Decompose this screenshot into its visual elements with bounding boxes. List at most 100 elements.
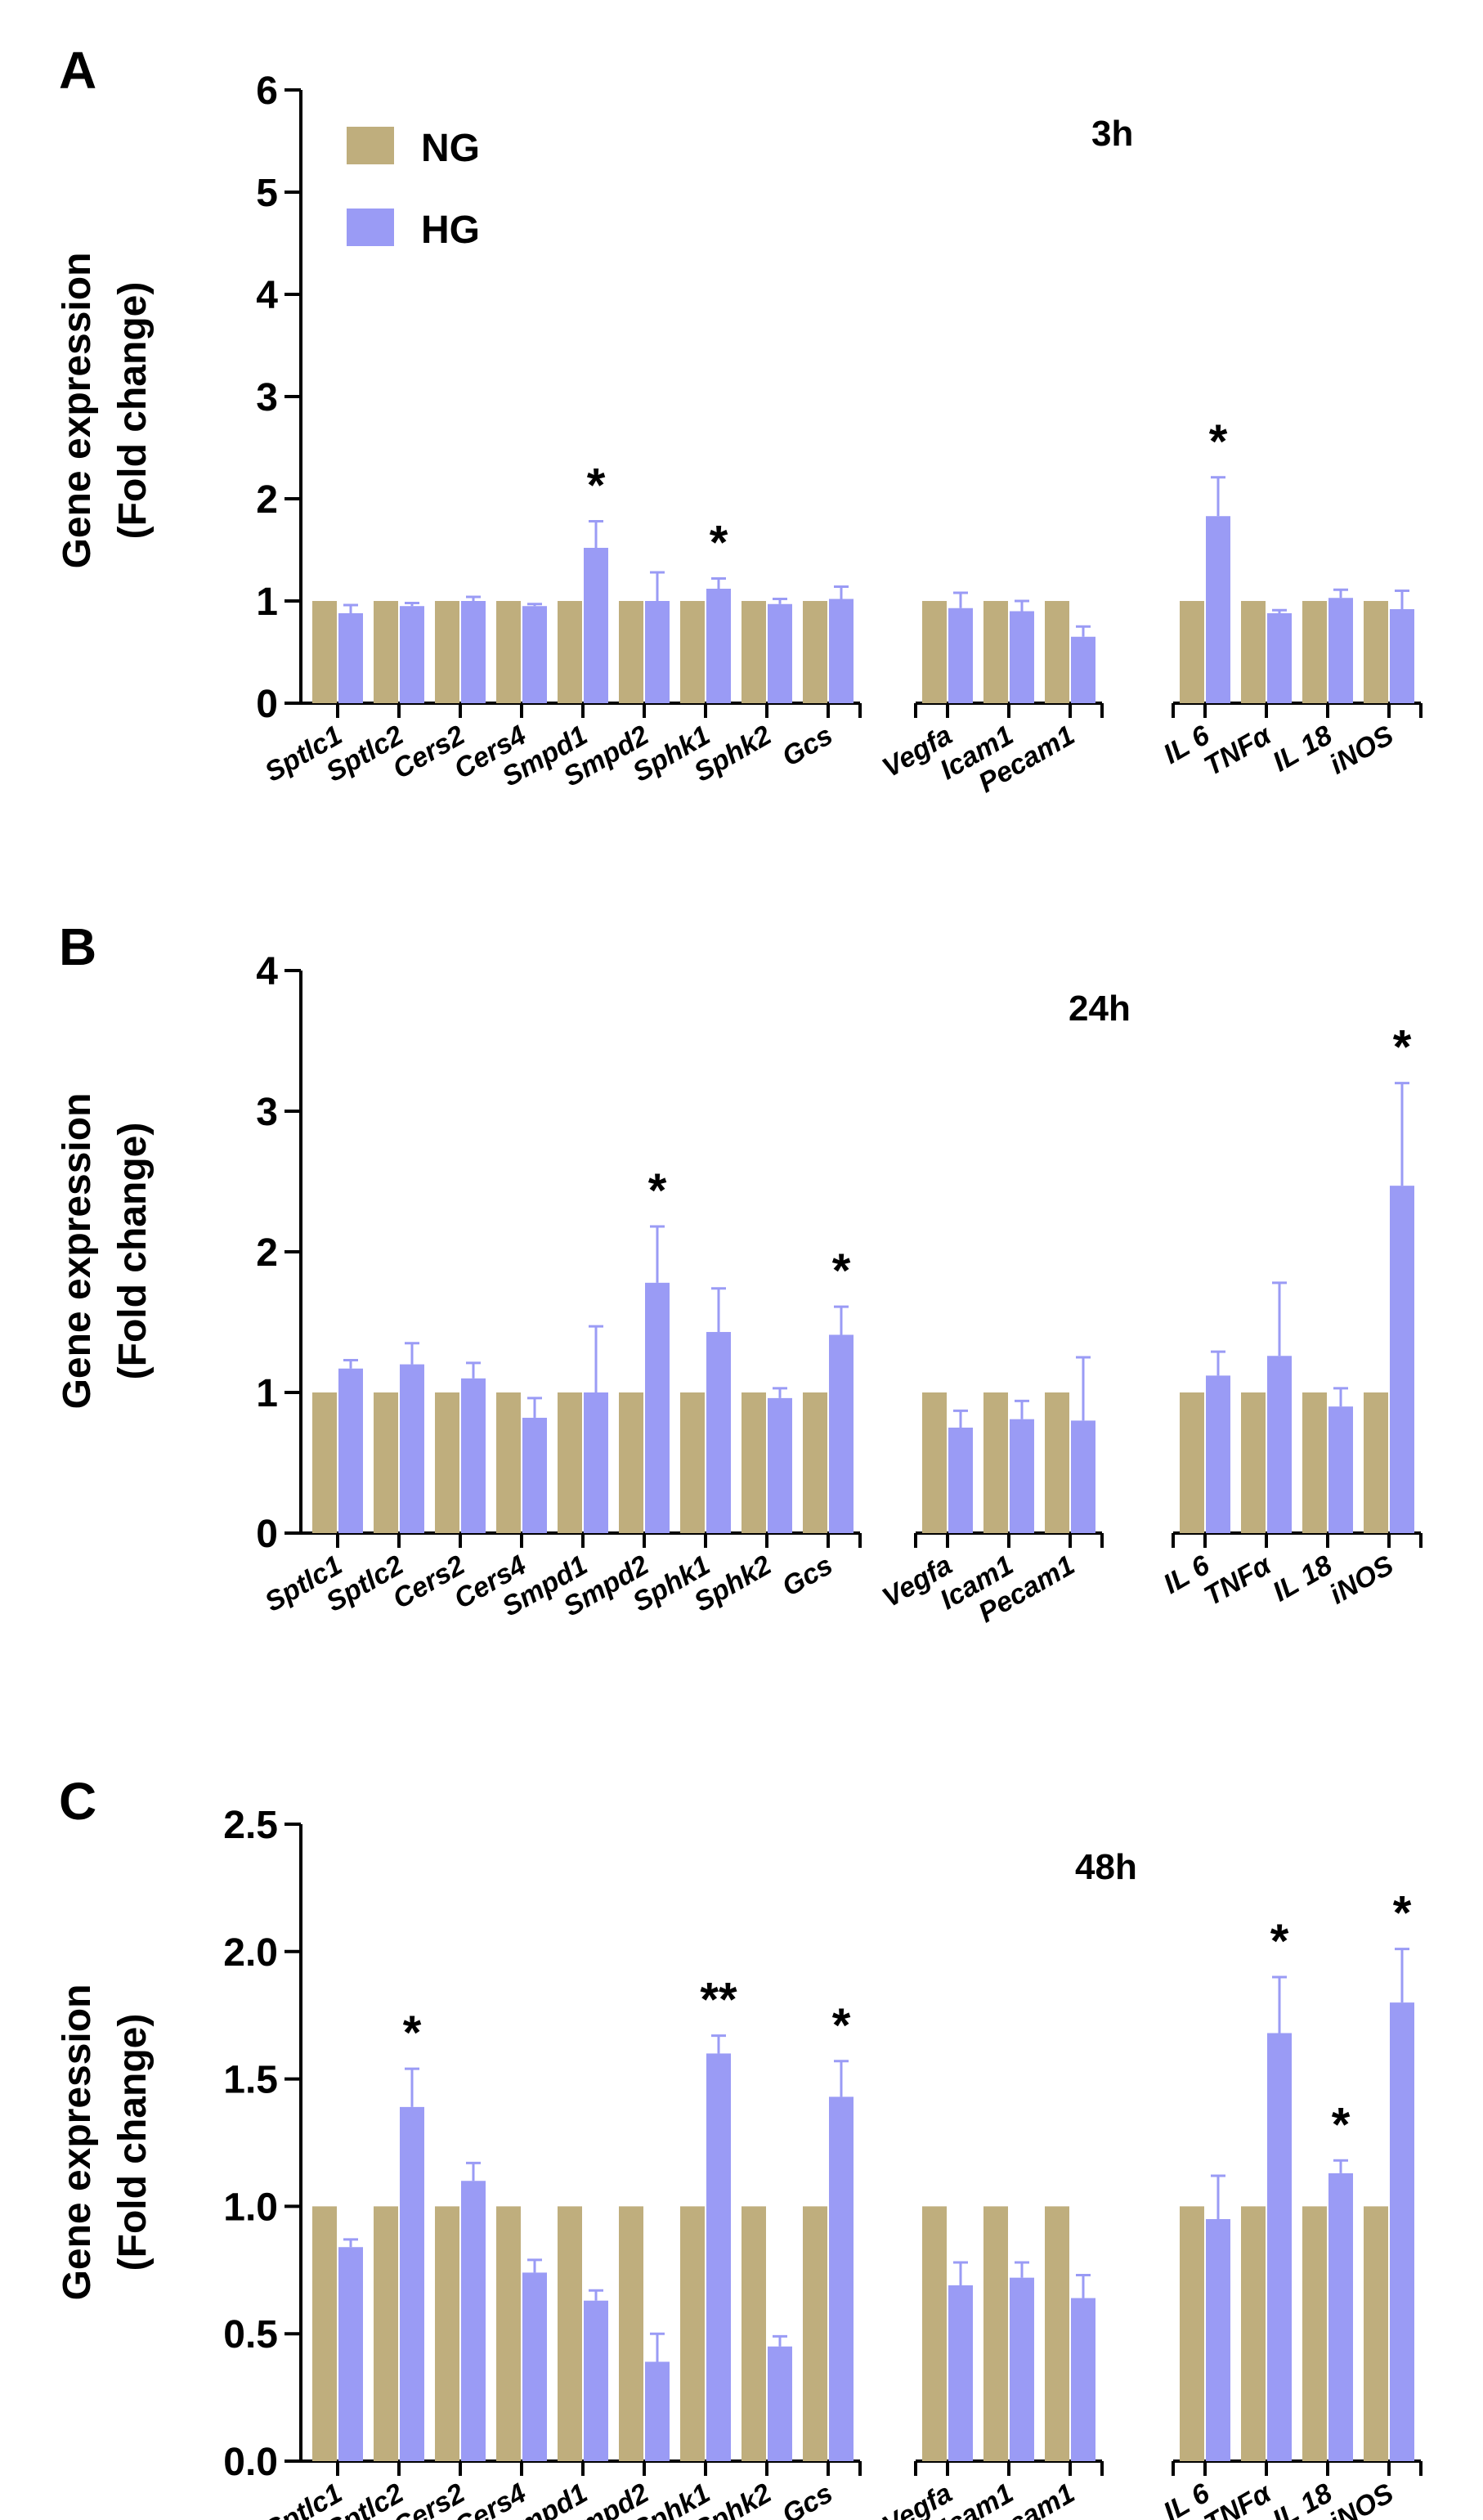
- bar-hg: [1390, 609, 1414, 703]
- x-tick-label: IL 18: [1267, 720, 1337, 778]
- bar-ng: [619, 601, 643, 703]
- significance-marker: *: [1332, 2098, 1351, 2151]
- bar-hg: [706, 2053, 731, 2461]
- bar-hg: [1267, 613, 1292, 703]
- bar-ng: [803, 2206, 827, 2461]
- bar-ng: [680, 2206, 705, 2461]
- bar-ng: [435, 1392, 459, 1533]
- significance-marker: *: [1393, 1887, 1412, 1940]
- significance-marker: **: [700, 1974, 737, 2027]
- bar-ng: [558, 2206, 582, 2461]
- bar-ng: [374, 1392, 398, 1533]
- y-axis-label-line2: (Fold change): [111, 2014, 155, 2271]
- bar-hg: [1071, 636, 1095, 703]
- bar-ng: [1302, 601, 1327, 703]
- bar-ng: [312, 2206, 337, 2461]
- bar-ng: [619, 2206, 643, 2461]
- y-tick-label: 2.0: [223, 1931, 278, 1975]
- panel-c: C 48h Gene expression (Fold change) 0.0 0…: [56, 1772, 1423, 2520]
- y-tick-label: 0: [256, 683, 278, 726]
- bar-ng: [558, 1392, 582, 1533]
- bar-hg: [645, 2361, 670, 2461]
- legend-label-ng: NG: [421, 127, 480, 170]
- y-tick-label: 4: [256, 950, 278, 993]
- significance-marker: *: [403, 2007, 422, 2060]
- bar-hg: [1071, 2298, 1095, 2461]
- bar-hg: [706, 589, 731, 703]
- bar-hg: [948, 608, 973, 703]
- y-axis-label-line1: Gene expression: [56, 253, 99, 569]
- bar-ng: [496, 1392, 521, 1533]
- y-tick-label: 1: [256, 1372, 278, 1415]
- bar-hg: [1328, 2172, 1353, 2461]
- bar-hg: [400, 1364, 424, 1533]
- bar-ng: [1302, 1392, 1327, 1533]
- bar-hg: [1267, 1356, 1292, 1533]
- bar-hg: [1206, 1375, 1230, 1533]
- bar-ng: [1302, 2206, 1327, 2461]
- bar-ng: [803, 601, 827, 703]
- bar-ng: [1045, 601, 1069, 703]
- bar-ng: [496, 601, 521, 703]
- bar-ng: [922, 2206, 947, 2461]
- bar-ng: [558, 601, 582, 703]
- significance-marker: *: [1270, 1915, 1289, 1968]
- x-tick-label: iNOS: [1324, 2477, 1399, 2520]
- legend-swatch-ng: [347, 127, 394, 164]
- bar-ng: [1364, 1392, 1388, 1533]
- y-tick-label: 0: [256, 1513, 278, 1556]
- bar-ng: [1180, 2206, 1204, 2461]
- significance-marker: *: [587, 460, 606, 513]
- bar-ng: [619, 1392, 643, 1533]
- bar-ng: [742, 1392, 766, 1533]
- bar-ng: [983, 601, 1008, 703]
- bar-hg: [829, 599, 854, 703]
- significance-marker: *: [1393, 1021, 1412, 1074]
- x-tick-label: TNFα: [1198, 719, 1277, 782]
- y-tick-label: 1.0: [223, 2186, 278, 2229]
- legend: NG HG: [347, 127, 480, 252]
- bar-ng: [983, 2206, 1008, 2461]
- y-tick-label: 0.5: [223, 2313, 278, 2356]
- y-axis-label-line1: Gene expression: [56, 1984, 99, 2301]
- bar-hg: [948, 2285, 973, 2461]
- y-tick-label: 0.0: [223, 2441, 278, 2484]
- bar-ng: [1180, 601, 1204, 703]
- y-tick-label: 6: [256, 70, 278, 113]
- bar-ng: [435, 601, 459, 703]
- bar-hg: [768, 603, 792, 703]
- bar-hg: [768, 2346, 792, 2461]
- panel-letter: C: [59, 1772, 96, 1831]
- significance-marker: *: [832, 1999, 851, 2052]
- bar-ng: [680, 601, 705, 703]
- bar-hg: [1390, 2002, 1414, 2461]
- bar-ng: [1241, 1392, 1266, 1533]
- bar-hg: [1267, 2033, 1292, 2461]
- bar-hg: [948, 1428, 973, 1533]
- x-tick-label: iNOS: [1324, 1549, 1399, 1611]
- bar-ng: [803, 1392, 827, 1533]
- bar-hg: [706, 1332, 731, 1533]
- bar-hg: [829, 2096, 854, 2461]
- legend-swatch-hg: [347, 209, 394, 246]
- bar-hg: [1328, 1406, 1353, 1533]
- y-axis-label-line2: (Fold change): [111, 282, 155, 540]
- bar-hg: [338, 2247, 363, 2461]
- bar-ng: [312, 601, 337, 703]
- x-tick-label: TNFα: [1198, 1549, 1277, 1612]
- bar-hg: [461, 601, 486, 703]
- bar-ng: [1045, 1392, 1069, 1533]
- bar-hg: [461, 2181, 486, 2461]
- y-tick-label: 2: [256, 1231, 278, 1275]
- panel-a: A 3h Gene expression (Fold change) NG HG…: [56, 41, 1423, 799]
- x-tick-label: Gcs: [777, 720, 838, 773]
- y-axis-label-line1: Gene expression: [56, 1093, 99, 1410]
- plot-area: 01234Sptlc1Sptlc2Cers2Cers4Smpd1Smpd2Sph…: [256, 950, 1423, 1629]
- bar-hg: [1010, 611, 1034, 703]
- bar-ng: [312, 1392, 337, 1533]
- y-tick-label: 1: [256, 581, 278, 624]
- panel-letter: A: [59, 41, 96, 100]
- bar-hg: [645, 601, 670, 703]
- bar-ng: [496, 2206, 521, 2461]
